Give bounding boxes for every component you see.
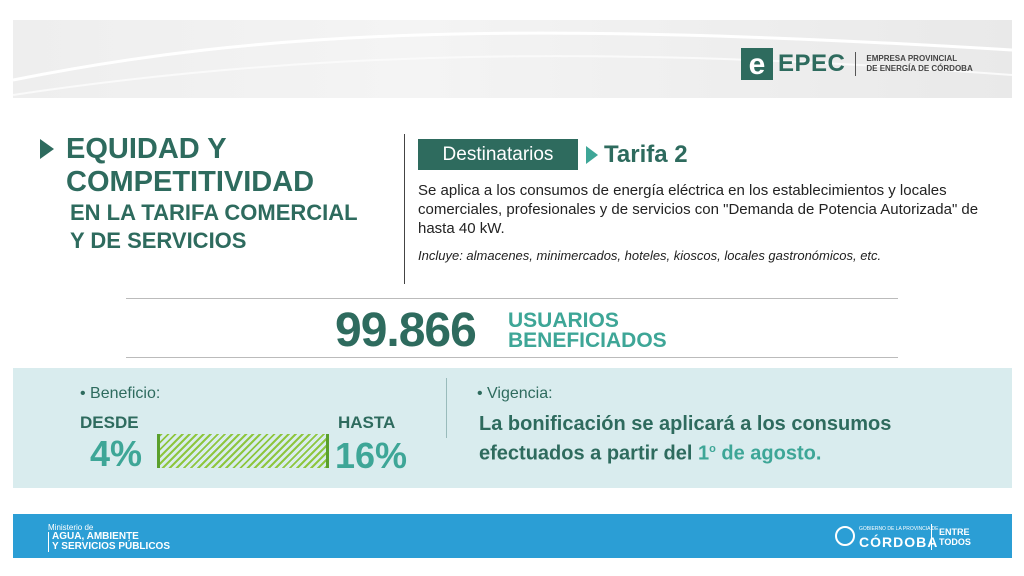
benefit-from-label: DESDE (80, 413, 139, 432)
title-line2: COMPETITIVIDAD (66, 166, 315, 198)
vigencia-day-sup: o (709, 443, 716, 455)
separator-bottom (126, 357, 898, 358)
benefit-title-text: Beneficio: (90, 385, 161, 402)
vigencia-text-line2: efectuados a partir del 1o de agosto. (479, 437, 891, 467)
header-swoosh-decoration (13, 31, 1012, 96)
tarifa-includes: Incluye: almacenes, minimercados, hotele… (418, 248, 882, 263)
cordoba-name: CÓRDOBA (859, 534, 939, 550)
title-line3: EN LA TARIFA COMERCIAL (70, 200, 358, 225)
vigencia-text: La bonificación se aplicará a los consum… (479, 412, 891, 467)
benefit-title: • Beneficio: (80, 385, 161, 402)
gobierno-prefix: GOBIERNO DE LA PROVINCIA DE (859, 526, 939, 532)
epec-logo-name: EPEC (778, 50, 846, 77)
entre-todos-logo: ENTRE TODOS (939, 527, 971, 547)
tarifa-arrow-icon (586, 146, 598, 164)
entre-todos-line2: TODOS (939, 537, 971, 547)
epec-logo-mark: e (741, 48, 773, 80)
separator-top (126, 298, 898, 299)
users-label-line2: BENEFICIADOS (508, 329, 667, 352)
benefit-to-value: 16% (335, 435, 408, 476)
ministry-prefix: Ministerio de (48, 523, 94, 532)
epec-full-name: EMPRESA PROVINCIAL DE ENERGÍA DE CÓRDOBA (866, 54, 972, 74)
logo-separator (855, 52, 857, 76)
tarifa-label: Tarifa 2 (604, 141, 688, 168)
ministry-name-line1: AGUA, AMBIENTE (52, 531, 139, 542)
vigencia-title-text: Vigencia: (487, 385, 553, 402)
vigencia-text-pre: efectuados a partir del (479, 442, 698, 465)
benefit-range-bar (157, 434, 329, 468)
users-count: 99.866 (335, 304, 477, 357)
benefit-from-value: 4% (90, 433, 143, 474)
epec-logo: e EPEC EMPRESA PROVINCIAL DE ENERGÍA DE … (741, 48, 973, 80)
footer-separator (931, 524, 932, 550)
vigencia-title: • Vigencia: (477, 385, 553, 402)
title-divider (404, 134, 405, 284)
footer-bar: Ministerio de AGUA, AMBIENTE Y SERVICIOS… (13, 514, 1012, 558)
title-line1: EQUIDAD Y (66, 133, 227, 165)
users-label-line1: USUARIOS (508, 309, 619, 332)
benefit-to-label: HASTA (338, 413, 396, 432)
title-line4: Y DE SERVICIOS (70, 228, 247, 253)
title-arrow-icon (40, 139, 54, 159)
tarifa-description: Se aplica a los consumos de energía eléc… (418, 182, 979, 237)
vigencia-day: 1 (697, 442, 710, 465)
ministry-name-line2: Y SERVICIOS PÚBLICOS (52, 541, 170, 552)
header-banner: e EPEC EMPRESA PROVINCIAL DE ENERGÍA DE … (13, 20, 1012, 98)
main-title: EQUIDAD Y COMPETITIVIDAD EN LA TARIFA CO… (40, 133, 358, 255)
panel-divider (446, 378, 447, 438)
destinatarios-badge: Destinatarios (418, 139, 578, 170)
vigencia-month: de agosto. (715, 442, 822, 465)
entre-todos-line1: ENTRE (939, 527, 970, 537)
benefit-panel (13, 368, 1012, 488)
users-label: USUARIOS BENEFICIADOS (508, 309, 667, 352)
vigencia-text-line1: La bonificación se aplicará a los consum… (479, 413, 892, 435)
epec-full-name-line2: DE ENERGÍA DE CÓRDOBA (866, 64, 973, 73)
epec-full-name-line1: EMPRESA PROVINCIAL (866, 54, 958, 63)
ministry-name: AGUA, AMBIENTE Y SERVICIOS PÚBLICOS (48, 532, 170, 552)
cordoba-seal-icon (835, 526, 855, 546)
